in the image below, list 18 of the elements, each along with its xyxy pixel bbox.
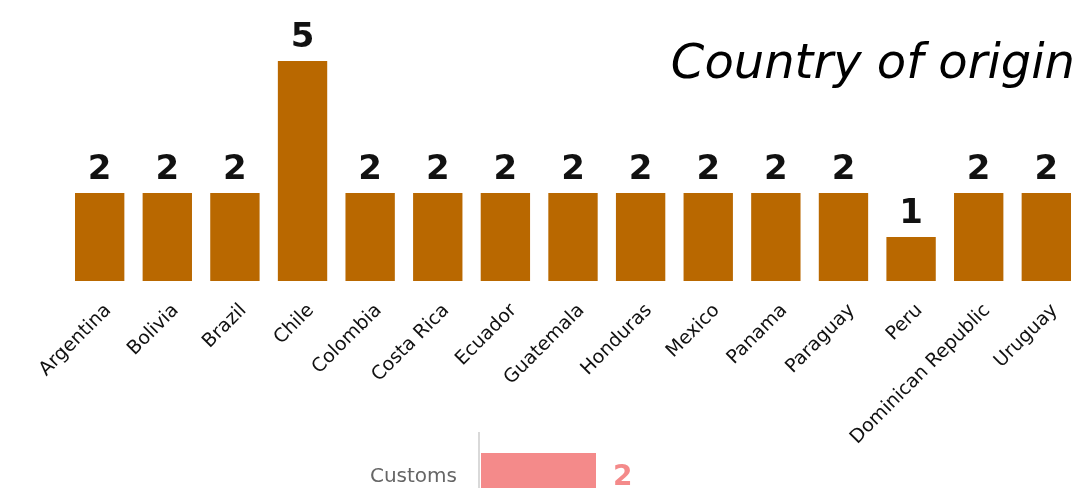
data-label: 2 bbox=[561, 147, 585, 187]
data-label: 2 bbox=[764, 147, 788, 187]
data-label: 2 bbox=[155, 147, 180, 187]
data-label: 2 bbox=[628, 147, 653, 187]
y-tick-label: Customs bbox=[369, 463, 457, 487]
data-label: 1 bbox=[899, 191, 923, 231]
data-label: 2 bbox=[831, 147, 856, 187]
chart-title: Country of origin bbox=[670, 33, 1075, 89]
data-label: 2 bbox=[966, 147, 991, 187]
data-label: 2 bbox=[613, 459, 633, 488]
data-label: 2 bbox=[1034, 147, 1059, 187]
data-label: 2 bbox=[425, 147, 450, 187]
data-label: 2 bbox=[223, 147, 247, 187]
data-label: 2 bbox=[493, 147, 518, 187]
data-label: 5 bbox=[290, 15, 315, 55]
data-label: 2 bbox=[358, 147, 382, 187]
data-label: 2 bbox=[87, 147, 112, 187]
data-label: 2 bbox=[696, 147, 721, 187]
